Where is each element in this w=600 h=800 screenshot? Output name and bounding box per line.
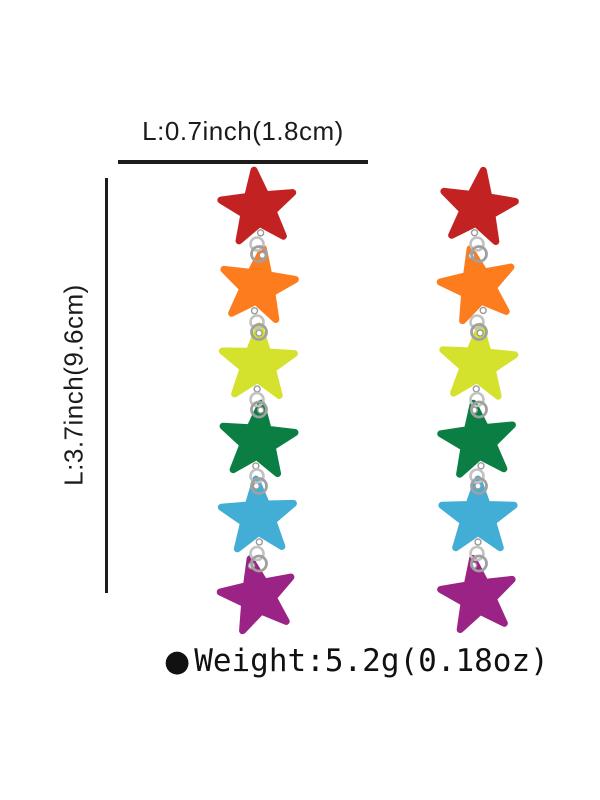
weight-label: Weight:5.2g(0.18oz) bbox=[194, 643, 549, 679]
jump-ring bbox=[249, 236, 268, 263]
star-top-hole bbox=[255, 329, 263, 337]
star-yellow bbox=[218, 322, 298, 399]
star-top-hole bbox=[474, 482, 482, 490]
star-purple bbox=[216, 555, 295, 635]
star-bottom-hole bbox=[472, 385, 480, 393]
length-dimension-line bbox=[105, 178, 108, 593]
star-bottom-hole bbox=[255, 538, 264, 546]
jump-ring bbox=[469, 391, 488, 419]
star-bottom-hole bbox=[474, 538, 482, 546]
right-earring bbox=[436, 166, 519, 634]
star-red bbox=[440, 166, 519, 246]
jump-ring bbox=[249, 468, 268, 495]
jump-ring bbox=[469, 236, 488, 263]
width-dimension-label: L:0.7inch(1.8cm) bbox=[142, 116, 344, 146]
weight-note: ● Weight:5.2g(0.18oz) bbox=[164, 646, 549, 677]
jump-ring bbox=[249, 545, 268, 573]
jump-ring bbox=[249, 391, 268, 419]
star-top-hole bbox=[257, 406, 265, 414]
star-blue bbox=[217, 475, 297, 553]
star-purple bbox=[437, 554, 516, 634]
bullet-icon: ● bbox=[164, 643, 191, 679]
star-bottom-hole bbox=[470, 229, 479, 237]
star-top-hole bbox=[252, 482, 261, 490]
star-red bbox=[217, 166, 297, 245]
star-bottom-hole bbox=[252, 462, 260, 470]
jump-ring bbox=[469, 545, 488, 573]
star-green bbox=[437, 399, 516, 478]
star-top-hole bbox=[476, 329, 484, 337]
star-bottom-hole bbox=[250, 307, 259, 315]
star-green bbox=[219, 399, 299, 478]
jump-ring bbox=[469, 468, 488, 495]
width-dimension-line bbox=[118, 160, 368, 164]
star-blue bbox=[438, 475, 518, 552]
star-bottom-hole bbox=[479, 306, 487, 315]
left-earring bbox=[216, 166, 299, 635]
jump-ring bbox=[469, 314, 488, 341]
jump-ring bbox=[249, 314, 268, 341]
star-bottom-hole bbox=[256, 229, 265, 237]
star-bottom-hole bbox=[477, 462, 485, 470]
star-orange bbox=[220, 244, 299, 324]
star-orange bbox=[436, 245, 515, 325]
star-bottom-hole bbox=[253, 385, 261, 393]
star-yellow bbox=[439, 322, 519, 400]
